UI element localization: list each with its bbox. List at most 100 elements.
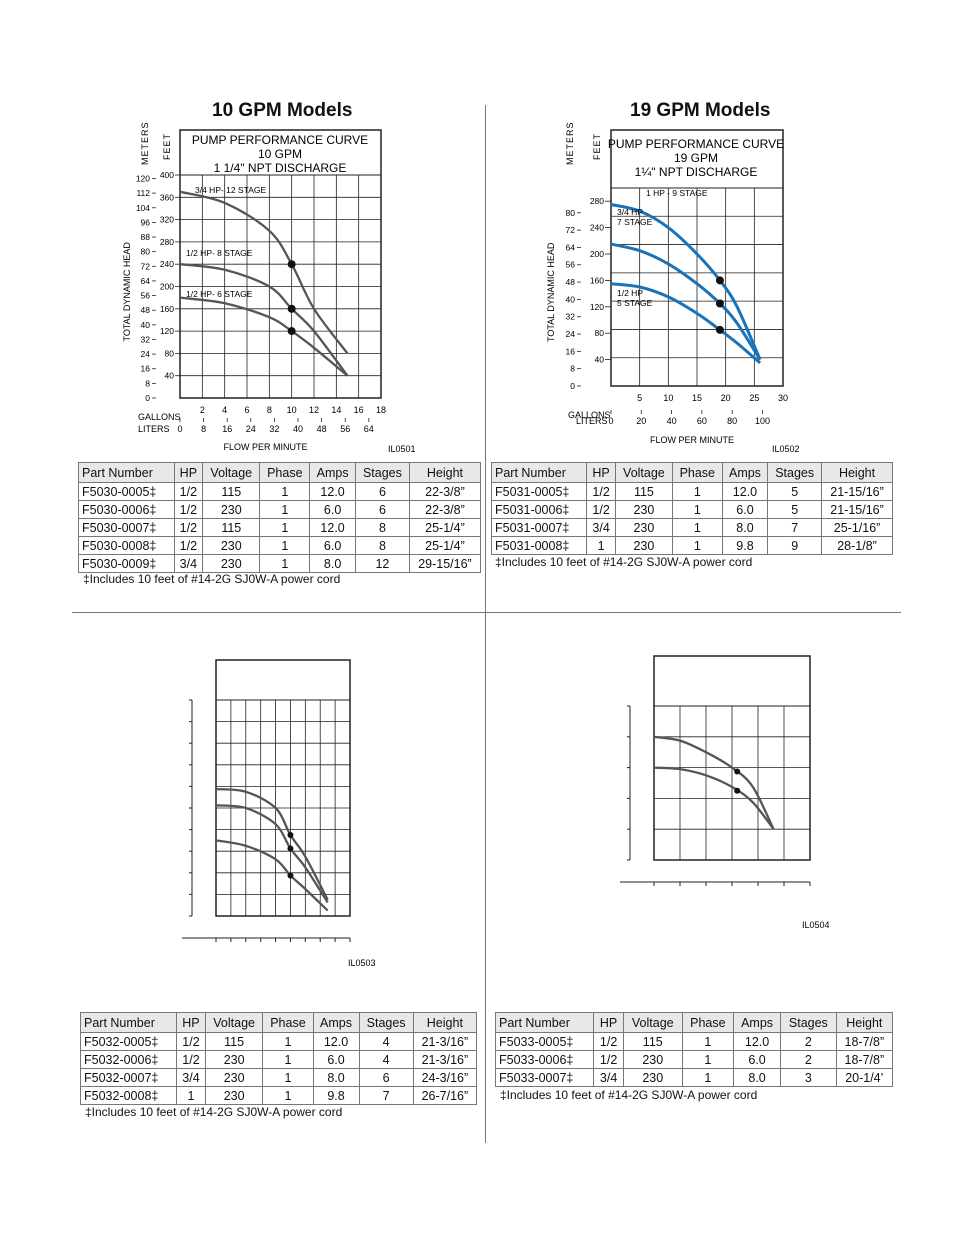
meter-tick-label: 96 [141, 217, 151, 227]
series-label: 3/4 HP- 12 STAGE [195, 185, 267, 195]
series-label: 1/2 HP- 8 STAGE [186, 248, 253, 258]
table-cell: 1 [671, 536, 723, 555]
table-header-row: Part Number HP Voltage Phase Amps Stages Heigh… [78, 462, 482, 483]
feet-tick-label: 280 [160, 237, 174, 247]
table-cell: 20-1/4’ [835, 1068, 894, 1087]
table-cell: 6.0 [312, 1050, 360, 1069]
operating-point-marker [715, 325, 724, 334]
column-header: Height [821, 462, 893, 483]
meter-tick-label: 24 [566, 329, 576, 339]
gallon-tick-label: 10 [663, 393, 673, 403]
meter-tick-label: 32 [566, 312, 576, 322]
table-row: F5030-0008‡ 1/2 230 1 6.0 8 25-1/4” [78, 536, 482, 555]
meter-tick-label: 40 [566, 294, 576, 304]
table-cell: 2 [780, 1050, 837, 1069]
column-header: Amps [312, 1012, 360, 1033]
table-cell: F5030-0005‡ [78, 482, 175, 501]
table-cell: 1/2 [173, 500, 204, 519]
feet-tick-label: 240 [590, 223, 604, 233]
performance-curve [653, 766, 775, 830]
table-cell: 230 [204, 1086, 264, 1105]
feet-tick-label: 80 [165, 348, 175, 358]
table-cell: 3/4 [173, 554, 204, 573]
table-cell: 22-3/8” [408, 482, 482, 501]
table-cell: F5031-0008‡ [490, 536, 588, 555]
liter-tick-label: 0 [177, 424, 182, 434]
table-row: F5031-0007‡ 3/4 230 1 8.0 7 25-1/16” [490, 518, 893, 537]
column-header: Part Number [494, 1012, 595, 1033]
column-header: Stages [780, 1012, 837, 1033]
meter-tick-label: 64 [566, 242, 576, 252]
table-cell: F5030-0007‡ [78, 518, 175, 537]
column-header: Phase [681, 1012, 735, 1033]
table-cell: F5030-0008‡ [78, 536, 175, 555]
meters-unit-label: METERS [565, 121, 575, 165]
feet-tick-label: 200 [160, 282, 174, 292]
table-cell: 1 [262, 1086, 314, 1105]
table-cell: F5030-0009‡ [78, 554, 175, 573]
table-cell: 1 [259, 500, 311, 519]
column-header: Stages [354, 462, 410, 483]
column-header: Phase [671, 462, 723, 483]
gallon-tick-label: 12 [309, 405, 319, 415]
table-cell: 1/2 [593, 1032, 624, 1051]
table-cell: 1/2 [176, 1050, 206, 1069]
table-cell: 1 [586, 536, 616, 555]
table-cell: 6.0 [733, 1050, 782, 1069]
meter-tick-label: 48 [566, 277, 576, 287]
meter-tick-label: 8 [145, 378, 150, 388]
operating-point-marker [715, 276, 724, 285]
table-cell: 1 [259, 554, 311, 573]
series-label: 1/2 HP [617, 288, 643, 298]
table-cell: F5031-0005‡ [490, 482, 588, 501]
meter-tick-label: 0 [145, 393, 150, 403]
table-cell: 8.0 [733, 1068, 782, 1087]
table-row: F5031-0005‡ 1/2 115 1 12.0 5 21-15/16” [490, 482, 893, 501]
table-cell: 6.0 [721, 500, 769, 519]
meter-tick-label: 88 [141, 232, 151, 242]
table-cell: 1 [262, 1032, 314, 1051]
liter-tick-label: 80 [727, 416, 737, 426]
series-label: 5 STAGE [617, 298, 653, 308]
meter-tick-label: 32 [141, 334, 151, 344]
table-row: F5033-0007‡ 3/4 230 1 8.0 3 20-1/4’ [494, 1068, 894, 1087]
table-cell: 1 [259, 536, 311, 555]
series-label: 7 STAGE [617, 217, 653, 227]
meter-tick-label: 56 [141, 291, 151, 301]
meter-tick-label: 72 [141, 261, 151, 271]
table-cell: 4 [358, 1050, 414, 1069]
column-header: HP [593, 1012, 624, 1033]
table-cell: 12.0 [309, 482, 356, 501]
table-row: F5030-0007‡ 1/2 115 1 12.0 8 25-1/4” [78, 518, 482, 537]
liter-tick-label: 16 [222, 424, 232, 434]
table-cell: 3 [780, 1068, 837, 1087]
table-cell: 1 [262, 1068, 314, 1087]
table-cell: 1/2 [593, 1050, 624, 1069]
table-cell: 230 [204, 1050, 264, 1069]
table-cell: 115 [614, 482, 673, 501]
gallon-tick-label: 4 [222, 405, 227, 415]
table-header-row: Part Number HP Voltage Phase Amps Stages Heigh… [79, 1012, 478, 1033]
column-header: Phase [259, 462, 311, 483]
table-cell: 12.0 [733, 1032, 782, 1051]
column-header: Stages [358, 1012, 414, 1033]
feet-tick-label: 320 [160, 215, 174, 225]
table-row: F5032-0008‡ 1 230 1 9.8 7 26-7/16” [79, 1086, 478, 1105]
feet-tick-label: 120 [590, 302, 604, 312]
feet-tick-label: 400 [160, 170, 174, 180]
chart-subtitle: 1¼" NPT DISCHARGE [635, 165, 758, 179]
gallon-tick-label: 25 [749, 393, 759, 403]
table-cell: 230 [202, 536, 261, 555]
column-header: Part Number [78, 462, 175, 483]
performance-curve [215, 804, 329, 904]
feet-tick-label: 40 [165, 371, 175, 381]
table-cell: F5032-0007‡ [79, 1068, 178, 1087]
table-cell: F5033-0007‡ [494, 1068, 595, 1087]
table-cell: 5 [767, 500, 823, 519]
table-row: F5030-0005‡ 1/2 115 1 12.0 6 22-3/8” [78, 482, 482, 501]
performance-curve [179, 190, 349, 355]
plot-frame [215, 659, 351, 917]
table-row: F5031-0006‡ 1/2 230 1 6.0 5 21-15/16” [490, 500, 893, 519]
table-header-row: Part Number HP Voltage Phase Amps Stages Heigh… [494, 1012, 894, 1033]
